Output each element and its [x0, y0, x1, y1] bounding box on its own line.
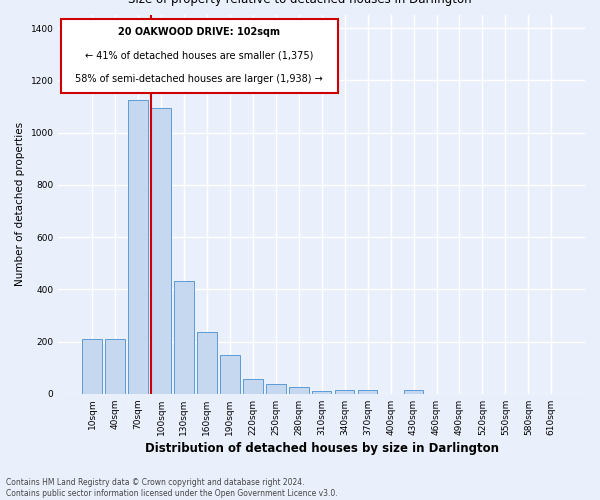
Bar [266, 384, 286, 394]
Bar [197, 332, 217, 394]
Text: 58% of semi-detached houses are larger (1,938) →: 58% of semi-detached houses are larger (… [76, 74, 323, 85]
Bar [289, 388, 308, 394]
Bar [174, 282, 194, 394]
Bar [128, 100, 148, 394]
Bar [106, 339, 125, 394]
Bar [404, 390, 424, 394]
Bar [243, 380, 263, 394]
Bar [220, 355, 239, 394]
X-axis label: Distribution of detached houses by size in Darlington: Distribution of detached houses by size … [145, 442, 499, 455]
Bar [82, 339, 102, 394]
FancyBboxPatch shape [61, 19, 338, 92]
Bar [335, 390, 355, 394]
Text: Contains HM Land Registry data © Crown copyright and database right 2024.
Contai: Contains HM Land Registry data © Crown c… [6, 478, 338, 498]
Bar [358, 390, 377, 394]
Text: Size of property relative to detached houses in Darlington: Size of property relative to detached ho… [128, 0, 472, 6]
Text: 20 OAKWOOD DRIVE: 102sqm: 20 OAKWOOD DRIVE: 102sqm [118, 27, 280, 37]
Text: ← 41% of detached houses are smaller (1,375): ← 41% of detached houses are smaller (1,… [85, 50, 313, 60]
Y-axis label: Number of detached properties: Number of detached properties [15, 122, 25, 286]
Bar [151, 108, 171, 394]
Bar [312, 390, 331, 394]
